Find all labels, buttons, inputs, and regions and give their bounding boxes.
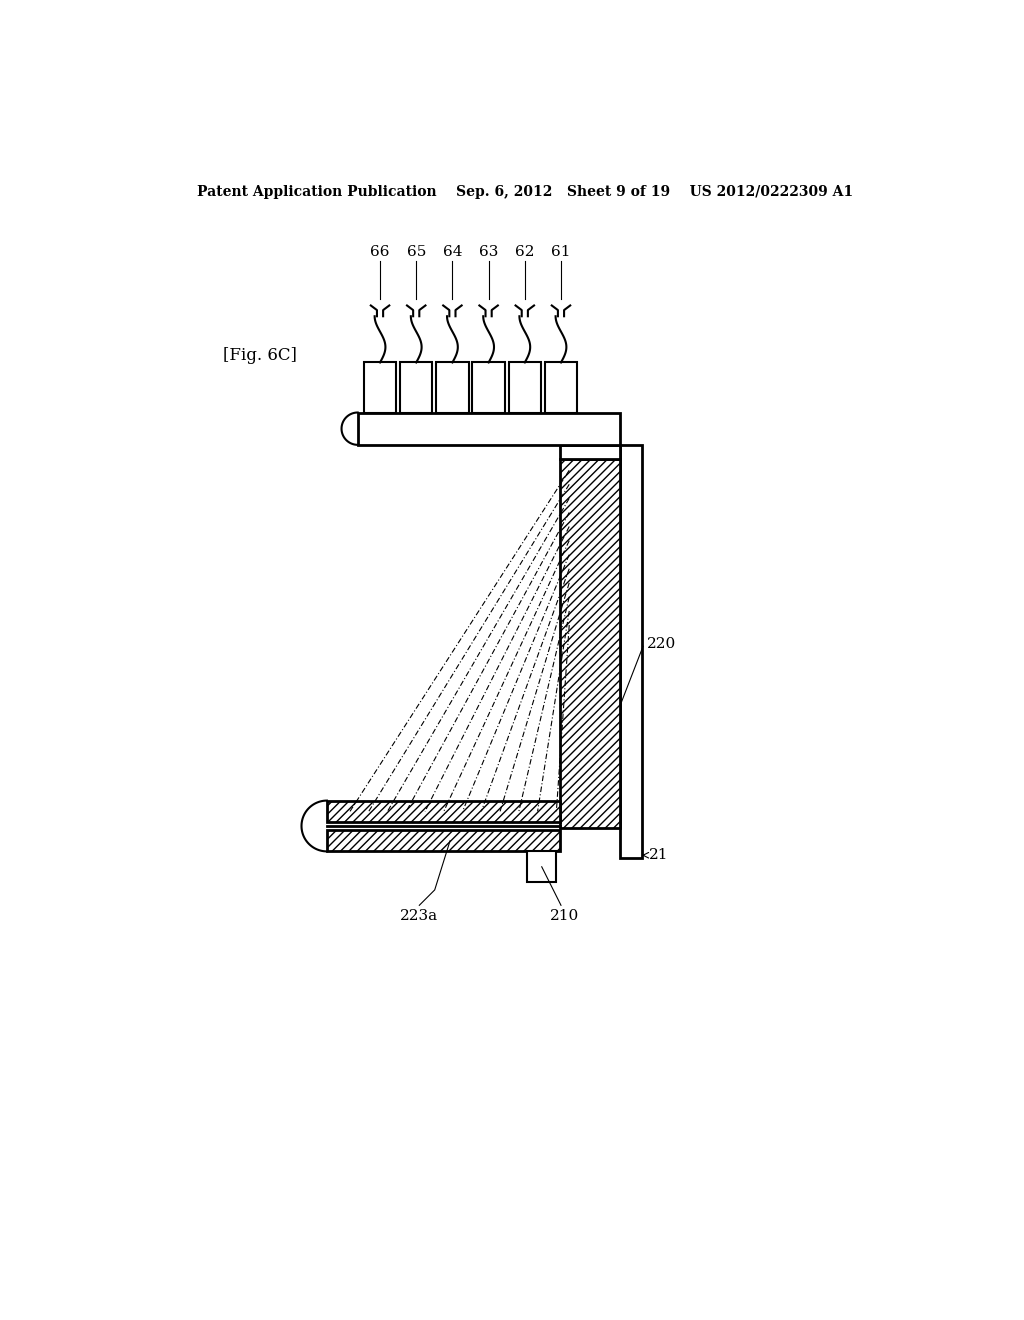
Bar bbox=[400, 363, 432, 412]
Text: 66: 66 bbox=[371, 244, 390, 259]
Bar bbox=[327, 830, 560, 851]
Bar bbox=[545, 363, 578, 412]
Bar bbox=[327, 830, 560, 851]
Bar bbox=[560, 459, 621, 829]
Text: 65: 65 bbox=[407, 244, 426, 259]
Bar bbox=[472, 363, 505, 412]
Text: Patent Application Publication    Sep. 6, 2012   Sheet 9 of 19    US 2012/022230: Patent Application Publication Sep. 6, 2… bbox=[197, 185, 853, 199]
Bar bbox=[364, 363, 396, 412]
Bar bbox=[436, 363, 469, 412]
Bar bbox=[621, 445, 642, 858]
Text: 63: 63 bbox=[479, 244, 499, 259]
Bar bbox=[560, 459, 621, 829]
Text: [Fig. 6C]: [Fig. 6C] bbox=[223, 347, 297, 364]
Text: 62: 62 bbox=[515, 244, 535, 259]
Text: 21: 21 bbox=[649, 849, 669, 862]
Bar bbox=[527, 851, 556, 882]
Bar bbox=[327, 800, 560, 822]
Text: 223a: 223a bbox=[400, 909, 438, 923]
Bar bbox=[327, 800, 560, 822]
Text: 220: 220 bbox=[646, 636, 676, 651]
Bar bbox=[357, 413, 621, 445]
Bar bbox=[622, 829, 640, 857]
Text: 61: 61 bbox=[551, 244, 570, 259]
Bar bbox=[509, 363, 541, 412]
Bar bbox=[560, 445, 621, 459]
Text: 210: 210 bbox=[550, 909, 580, 923]
Text: 64: 64 bbox=[442, 244, 462, 259]
